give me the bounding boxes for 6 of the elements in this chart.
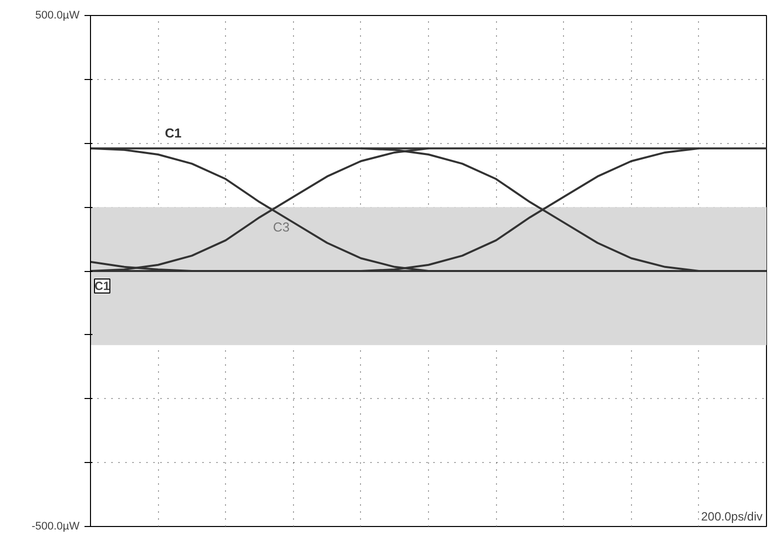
annotation: 200.0ps/div [701, 510, 763, 524]
y-tick-label: -500.0µW [32, 520, 80, 532]
series-label: C1 [164, 125, 182, 140]
y-tick-label: 500.0µW [35, 10, 80, 22]
band-label: C3 [273, 220, 290, 235]
annotation: C1 [94, 279, 110, 293]
